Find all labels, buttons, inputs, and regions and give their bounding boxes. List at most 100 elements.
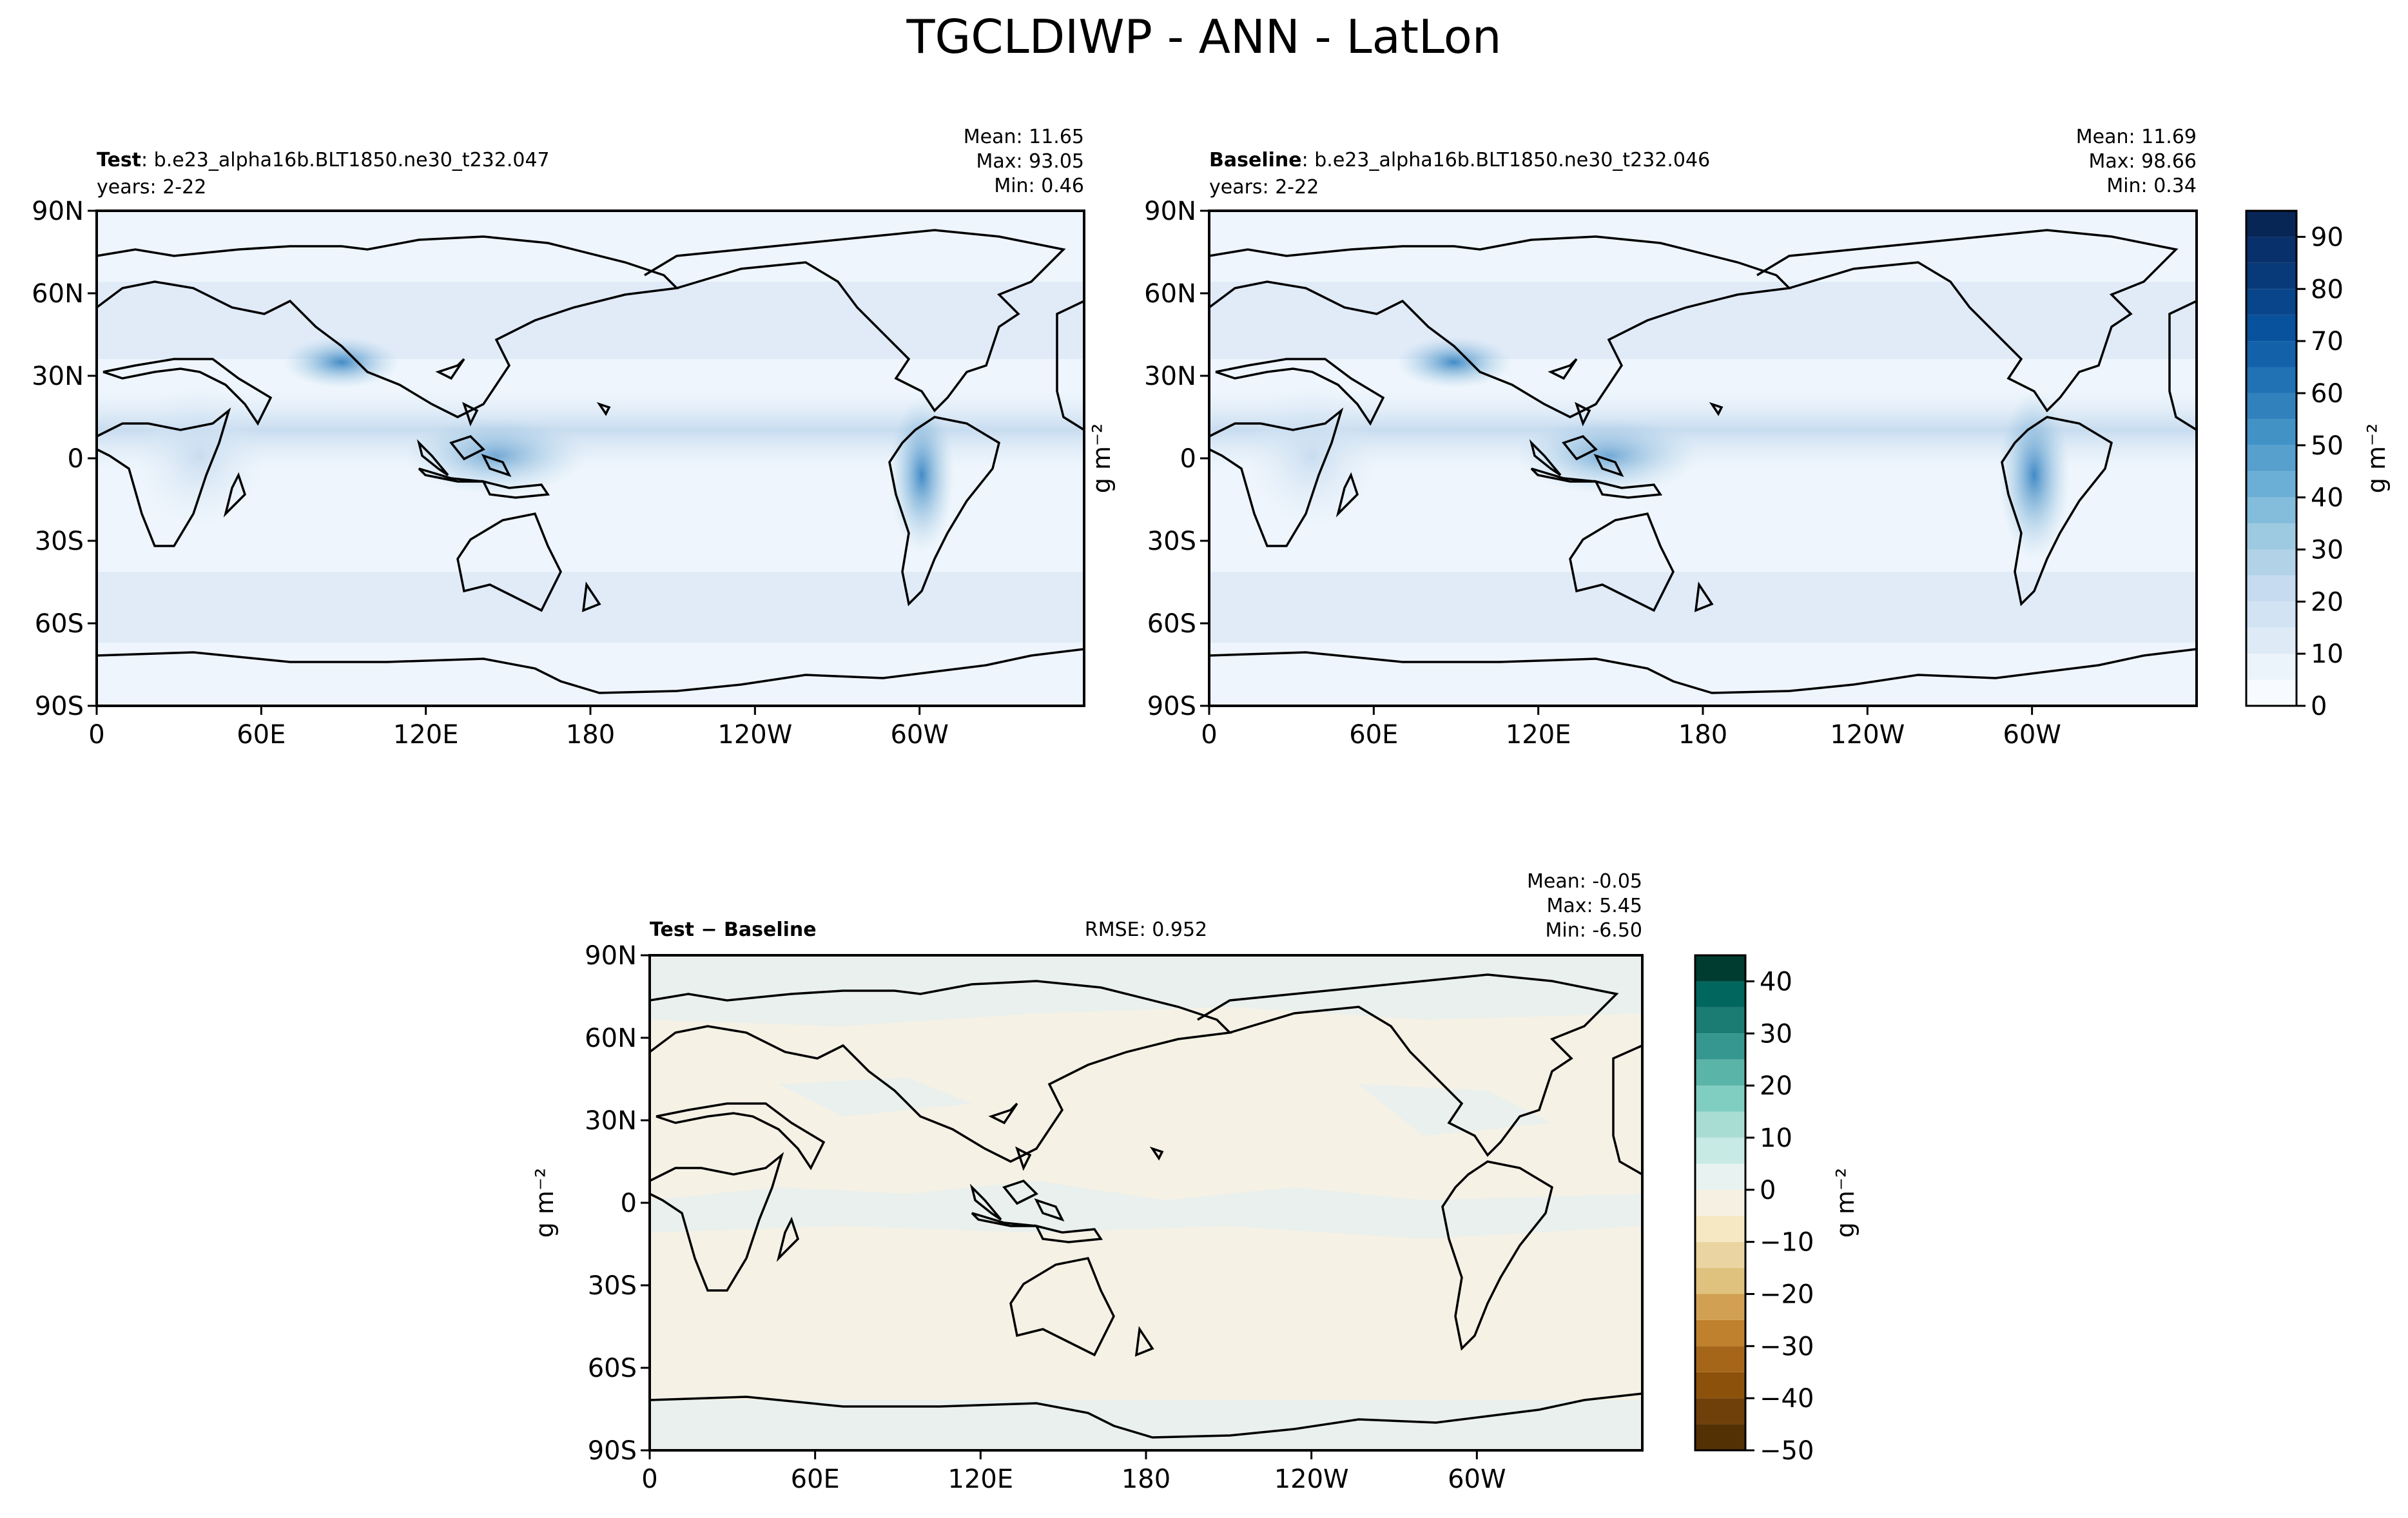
baseline-colorbar-level: [2246, 601, 2296, 628]
baseline-coastlines: [1208, 229, 2198, 694]
diff-positive-patches: [650, 955, 1642, 1450]
diff-ytick-label: 30S: [588, 1271, 637, 1301]
diff-xtick-label: 0: [641, 1464, 657, 1494]
baseline-colorbar-level: [2246, 497, 2296, 524]
test-tibet-max: [284, 336, 400, 388]
baseline-colorbar-level: [2246, 654, 2296, 680]
diff-xaxis: 0 60E 120E 180 120W 60W: [641, 1450, 1506, 1494]
baseline-ytick-label: 90N: [1144, 197, 1196, 226]
test-xtick-label: 120E: [393, 720, 459, 750]
test-ytick-label: 0: [68, 444, 84, 474]
baseline-colorbar-label: g m⁻²: [2362, 423, 2391, 494]
baseline-colorbar-tick-label: 30: [2311, 535, 2344, 565]
diff-panel: Test − Baseline RMSE: 0.952 Mean: -0.05 …: [530, 870, 1859, 1494]
figure-title: TGCLDIWP - ANN - LatLon: [906, 10, 1502, 64]
baseline-colorbar-level: [2246, 262, 2296, 289]
baseline-xtick-label: 120E: [1506, 720, 1571, 750]
baseline-colorbar-tick-label: 50: [2311, 431, 2344, 461]
baseline-colorbar-level: [2246, 523, 2296, 550]
diff-ytick-label: 90N: [585, 941, 637, 971]
baseline-xtick-label: 60E: [1349, 720, 1398, 750]
diff-colorbar-level: [1695, 1398, 1745, 1425]
test-panel: Test: b.e23_alpha16b.BLT1850.ne30_t232.0…: [32, 126, 1085, 750]
diff-map: [648, 954, 1644, 1452]
baseline-colorbar-level: [2246, 549, 2296, 576]
test-ytick-label: 60S: [35, 609, 84, 639]
diff-colorbar-frame: [1694, 954, 1747, 1452]
test-years: years: 2-22: [97, 176, 206, 199]
test-xaxis: 0 60E 120E 180 120W 60W: [88, 706, 949, 750]
baseline-colorbar-tick-label: 80: [2311, 275, 2344, 304]
test-xtick-label: 60W: [890, 720, 948, 750]
baseline-xtick-label: 180: [1678, 720, 1727, 750]
diff-colorbar-level: [1695, 1033, 1745, 1060]
diff-colorbar-level: [1695, 1241, 1745, 1269]
test-ytick-label: 30N: [32, 362, 84, 391]
baseline-label-bold: Baseline: [1209, 149, 1302, 171]
diff-colorbar-level: [1695, 1424, 1745, 1450]
baseline-years: years: 2-22: [1209, 176, 1319, 199]
baseline-colorbar-tick-label: 10: [2311, 639, 2344, 669]
diff-colorbar-level: [1695, 1372, 1745, 1399]
baseline-ylabel: g m⁻²: [1087, 423, 1116, 494]
test-ytick-label: 90S: [35, 692, 84, 721]
diff-colorbar-tick-label: 20: [1760, 1071, 1792, 1101]
diff-colorbar-level: [1695, 1007, 1745, 1034]
baseline-colorbar-level: [2246, 393, 2296, 420]
diff-xtick-label: 60W: [1448, 1464, 1506, 1494]
baseline-xtick-label: 0: [1201, 720, 1217, 750]
baseline-label-text: : b.e23_alpha16b.BLT1850.ne30_t232.046: [1302, 149, 1711, 171]
diff-ytick-label: 30N: [585, 1106, 637, 1136]
test-xtick-label: 120W: [717, 720, 792, 750]
baseline-ytick-label: 60S: [1147, 609, 1196, 639]
diff-colorbar-level: [1695, 1111, 1745, 1138]
baseline-tibet-max: [1396, 336, 1512, 388]
baseline-panel: Baseline: b.e23_alpha16b.BLT1850.ne30_t2…: [1087, 126, 2391, 750]
test-map: [95, 209, 1085, 707]
diff-colorbar-level: [1695, 1189, 1745, 1216]
test-xtick-label: 0: [88, 720, 104, 750]
diff-colorbar-tick-label: −20: [1760, 1280, 1814, 1309]
baseline-colorbar-tick-label: 60: [2311, 379, 2344, 409]
baseline-colorbar-level: [2246, 627, 2296, 654]
diff-label: Test − Baseline: [650, 919, 817, 941]
baseline-midlat-band-north: [1209, 282, 2197, 359]
baseline-label: Baseline: b.e23_alpha16b.BLT1850.ne30_t2…: [1209, 149, 1710, 171]
baseline-colorbar-tick-label: 40: [2311, 483, 2344, 513]
baseline-ytick-label: 90S: [1147, 692, 1196, 721]
baseline-colorbar-level: [2246, 237, 2296, 263]
diff-colorbar-level: [1695, 1059, 1745, 1086]
diff-ytick-label: 60S: [588, 1354, 637, 1383]
baseline-colorbar-tick-label: 20: [2311, 587, 2344, 617]
diff-colorbar-tick-label: −30: [1760, 1332, 1814, 1361]
diff-coastlines: [648, 973, 1644, 1439]
baseline-ytick-label: 30S: [1147, 527, 1196, 556]
test-xtick-label: 60E: [237, 720, 286, 750]
diff-colorbar-level: [1695, 955, 1745, 982]
diff-colorbar-tick-label: −50: [1760, 1436, 1814, 1466]
diff-colorbar-level: [1695, 1137, 1745, 1164]
test-label-text: : b.e23_alpha16b.BLT1850.ne30_t232.047: [141, 149, 550, 171]
test-label: Test: b.e23_alpha16b.BLT1850.ne30_t232.0…: [97, 149, 550, 171]
diff-xtick-label: 120W: [1274, 1464, 1349, 1494]
diff-ytick-label: 60N: [585, 1024, 637, 1053]
baseline-stat-max: Max: 98.66: [2088, 150, 2197, 173]
test-label-bold: Test: [97, 149, 141, 171]
baseline-xtick-label: 120W: [1830, 720, 1905, 750]
diff-colorbar-tick-label: 10: [1760, 1124, 1792, 1153]
diff-xtick-label: 60E: [791, 1464, 840, 1494]
diff-colorbar-level: [1695, 1216, 1745, 1242]
diff-xtick-label: 120E: [948, 1464, 1014, 1494]
diff-colorbar-tick-label: 0: [1760, 1176, 1776, 1205]
baseline-colorbar-level: [2246, 341, 2296, 367]
test-yaxis: 90N 60N 30N 0 30S 60S 90S: [32, 197, 97, 721]
test-stat-max: Max: 93.05: [976, 150, 1084, 173]
test-andes-max: [889, 398, 954, 552]
baseline-colorbar-level: [2246, 211, 2296, 237]
diff-colorbar-label: g m⁻²: [1831, 1168, 1859, 1238]
diff-colorbar: −50 −40 −30 −20 −10 0 10 20 30 40: [1694, 954, 1814, 1466]
baseline-colorbar-level: [2246, 679, 2296, 706]
baseline-colorbar-level: [2246, 575, 2296, 602]
diff-colorbar-tick-label: 30: [1760, 1019, 1792, 1049]
diff-colorbar-level: [1695, 1085, 1745, 1112]
